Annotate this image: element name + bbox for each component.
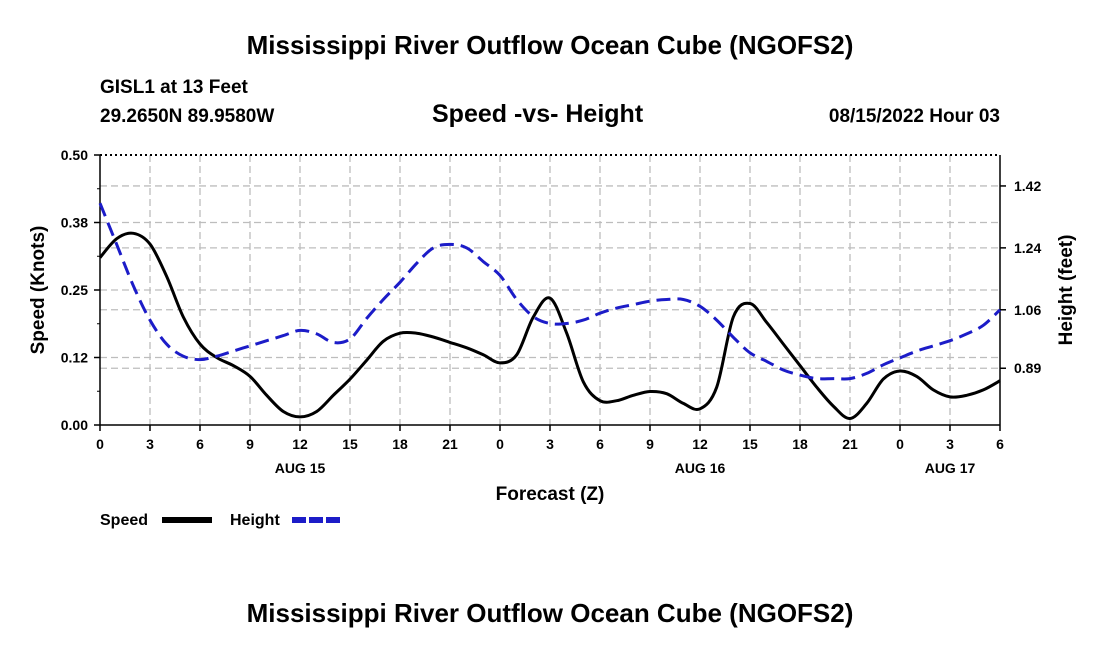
right-axis-title: Height (feet) <box>1056 235 1077 346</box>
x-tick-label: 6 <box>996 436 1004 452</box>
chart-subtitle: Speed -vs- Height <box>432 100 644 128</box>
x-tick-label: 3 <box>146 436 154 452</box>
x-tick-label: 6 <box>596 436 604 452</box>
x-tick-label: 21 <box>442 436 458 452</box>
x-tick-label: 0 <box>896 436 904 452</box>
x-tick-label: 12 <box>692 436 708 452</box>
left-tick-label: 0.25 <box>61 282 88 298</box>
height-series-line <box>98 202 1002 381</box>
right-tick-label: 1.42 <box>1014 178 1041 194</box>
x-tick-label: 3 <box>546 436 554 452</box>
station-label: GISL1 at 13 Feet <box>100 77 248 98</box>
legend-speed-label: Speed <box>100 512 148 529</box>
left-tick-label: 0.00 <box>61 417 88 433</box>
day-label: AUG 16 <box>675 460 726 476</box>
day-label: AUG 15 <box>275 460 326 476</box>
x-tick-label: 9 <box>246 436 254 452</box>
x-tick-label: 18 <box>392 436 408 452</box>
x-tick-label: 12 <box>292 436 308 452</box>
x-tick-label: 15 <box>342 436 358 452</box>
main-title: Mississippi River Outflow Ocean Cube (NG… <box>246 30 854 60</box>
right-tick-label: 0.89 <box>1014 360 1041 376</box>
x-tick-label: 0 <box>496 436 504 452</box>
right-tick-label: 1.24 <box>1014 240 1041 256</box>
x-tick-label: 18 <box>792 436 808 452</box>
x-tick-label: 3 <box>946 436 954 452</box>
x-tick-label: 9 <box>646 436 654 452</box>
x-tick-label: 21 <box>842 436 858 452</box>
left-tick-label: 0.12 <box>61 350 88 366</box>
speed-series-line <box>98 231 1001 420</box>
x-tick-label: 6 <box>196 436 204 452</box>
forecast-datetime: 08/15/2022 Hour 03 <box>828 106 1000 127</box>
footer-title: Mississippi River Outflow Ocean Cube (NG… <box>246 598 854 628</box>
legend-height-label: Height <box>230 512 280 529</box>
left-tick-label: 0.38 <box>61 215 88 231</box>
left-axis-title: Speed (Knots) <box>28 226 49 355</box>
x-tick-label: 0 <box>96 436 104 452</box>
day-label: AUG 17 <box>925 460 976 476</box>
right-tick-label: 1.06 <box>1014 302 1041 318</box>
x-tick-label: 15 <box>742 436 758 452</box>
x-axis-title: Forecast (Z) <box>496 484 605 505</box>
left-tick-label: 0.50 <box>61 147 88 163</box>
coordinates-label: 29.2650N 89.9580W <box>100 106 275 127</box>
